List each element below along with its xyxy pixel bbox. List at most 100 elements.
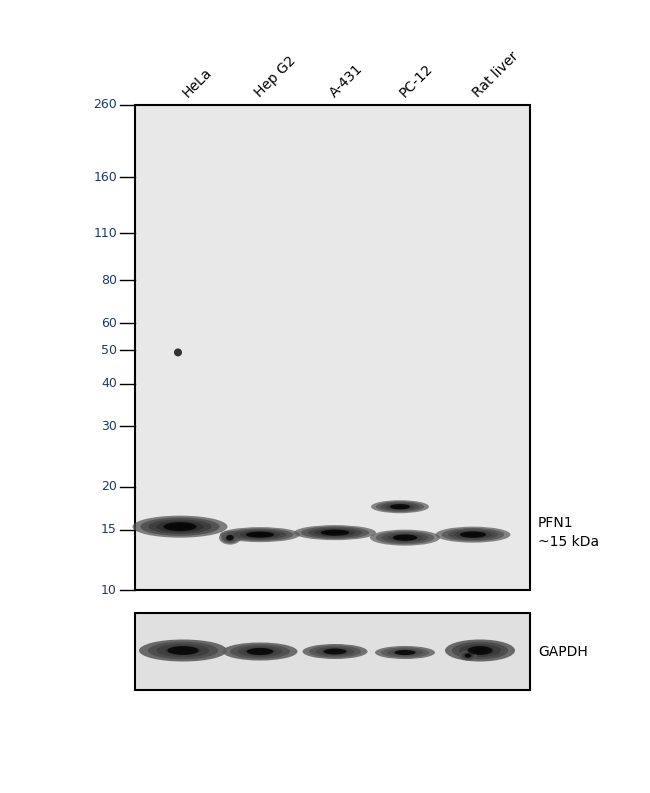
Ellipse shape bbox=[222, 642, 298, 661]
Ellipse shape bbox=[228, 537, 232, 538]
Ellipse shape bbox=[393, 535, 417, 540]
Ellipse shape bbox=[452, 642, 508, 659]
Ellipse shape bbox=[307, 527, 362, 538]
Ellipse shape bbox=[240, 531, 280, 538]
Ellipse shape bbox=[163, 523, 196, 531]
Ellipse shape bbox=[148, 642, 218, 659]
Text: 10: 10 bbox=[101, 584, 117, 596]
Text: 20: 20 bbox=[101, 481, 117, 493]
Ellipse shape bbox=[375, 646, 435, 659]
Ellipse shape bbox=[252, 649, 268, 653]
Ellipse shape bbox=[465, 653, 471, 657]
Ellipse shape bbox=[370, 530, 440, 546]
Ellipse shape bbox=[230, 644, 290, 659]
Text: A-431: A-431 bbox=[327, 62, 366, 100]
Ellipse shape bbox=[302, 644, 367, 659]
Ellipse shape bbox=[223, 533, 237, 542]
Ellipse shape bbox=[140, 518, 220, 536]
Ellipse shape bbox=[445, 639, 515, 661]
Ellipse shape bbox=[294, 525, 376, 540]
Ellipse shape bbox=[399, 536, 411, 539]
Text: 50: 50 bbox=[101, 344, 117, 357]
Ellipse shape bbox=[139, 639, 227, 661]
Ellipse shape bbox=[459, 650, 477, 661]
Ellipse shape bbox=[226, 534, 234, 541]
Ellipse shape bbox=[436, 527, 510, 542]
Ellipse shape bbox=[133, 515, 228, 538]
Bar bbox=[135, 613, 530, 690]
Ellipse shape bbox=[328, 650, 341, 653]
Ellipse shape bbox=[387, 534, 422, 542]
Ellipse shape bbox=[395, 650, 415, 655]
Ellipse shape bbox=[233, 530, 287, 540]
Text: Hep G2: Hep G2 bbox=[252, 54, 298, 100]
Ellipse shape bbox=[376, 531, 434, 544]
Ellipse shape bbox=[224, 534, 235, 541]
Ellipse shape bbox=[245, 648, 275, 655]
Ellipse shape bbox=[220, 527, 300, 542]
Ellipse shape bbox=[442, 528, 504, 542]
Ellipse shape bbox=[165, 646, 201, 655]
Ellipse shape bbox=[393, 650, 417, 655]
Ellipse shape bbox=[464, 653, 472, 657]
Ellipse shape bbox=[381, 647, 429, 657]
Ellipse shape bbox=[309, 646, 361, 657]
Ellipse shape bbox=[219, 531, 241, 545]
Text: 40: 40 bbox=[101, 377, 117, 390]
Ellipse shape bbox=[322, 649, 348, 654]
Text: HeLa: HeLa bbox=[180, 65, 215, 100]
Ellipse shape bbox=[473, 649, 487, 653]
Text: PC-12: PC-12 bbox=[397, 61, 436, 100]
Ellipse shape bbox=[390, 504, 410, 509]
Ellipse shape bbox=[246, 531, 274, 538]
Ellipse shape bbox=[391, 504, 410, 509]
Ellipse shape bbox=[315, 529, 356, 536]
Ellipse shape bbox=[226, 535, 233, 540]
Text: 260: 260 bbox=[93, 98, 117, 112]
Ellipse shape bbox=[174, 649, 192, 653]
Ellipse shape bbox=[381, 502, 419, 511]
Text: 60: 60 bbox=[101, 316, 117, 330]
Text: GAPDH: GAPDH bbox=[538, 645, 588, 658]
Text: Rat liver: Rat liver bbox=[470, 49, 521, 100]
Ellipse shape bbox=[371, 500, 429, 513]
Ellipse shape bbox=[463, 653, 473, 658]
Bar bbox=[135, 105, 530, 590]
Ellipse shape bbox=[315, 647, 354, 656]
Ellipse shape bbox=[382, 532, 428, 543]
Ellipse shape bbox=[172, 525, 188, 528]
Ellipse shape bbox=[227, 528, 293, 541]
Ellipse shape bbox=[459, 644, 501, 657]
Ellipse shape bbox=[328, 531, 342, 534]
Ellipse shape bbox=[221, 532, 239, 543]
Ellipse shape bbox=[376, 501, 424, 512]
Ellipse shape bbox=[301, 527, 369, 539]
Ellipse shape bbox=[399, 651, 411, 653]
Ellipse shape bbox=[247, 648, 273, 655]
Ellipse shape bbox=[467, 534, 479, 536]
Ellipse shape bbox=[468, 646, 492, 655]
Ellipse shape bbox=[460, 531, 486, 538]
Ellipse shape bbox=[466, 654, 470, 657]
Ellipse shape bbox=[385, 504, 415, 510]
Ellipse shape bbox=[246, 532, 274, 537]
Ellipse shape bbox=[324, 649, 346, 654]
Text: 160: 160 bbox=[93, 170, 117, 184]
Text: PFN1
~15 kDa: PFN1 ~15 kDa bbox=[538, 516, 599, 550]
Ellipse shape bbox=[156, 521, 203, 532]
Text: 15: 15 bbox=[101, 523, 117, 536]
Text: 110: 110 bbox=[93, 227, 117, 239]
Ellipse shape bbox=[164, 523, 196, 531]
Ellipse shape bbox=[254, 534, 266, 536]
Ellipse shape bbox=[237, 646, 283, 657]
Text: 80: 80 bbox=[101, 274, 117, 287]
Ellipse shape bbox=[448, 529, 498, 540]
Ellipse shape bbox=[157, 644, 209, 657]
Ellipse shape bbox=[454, 531, 492, 538]
Ellipse shape bbox=[461, 652, 475, 660]
Ellipse shape bbox=[460, 532, 486, 538]
Ellipse shape bbox=[148, 519, 212, 534]
Ellipse shape bbox=[387, 649, 423, 657]
Ellipse shape bbox=[168, 646, 198, 655]
Ellipse shape bbox=[466, 646, 494, 655]
